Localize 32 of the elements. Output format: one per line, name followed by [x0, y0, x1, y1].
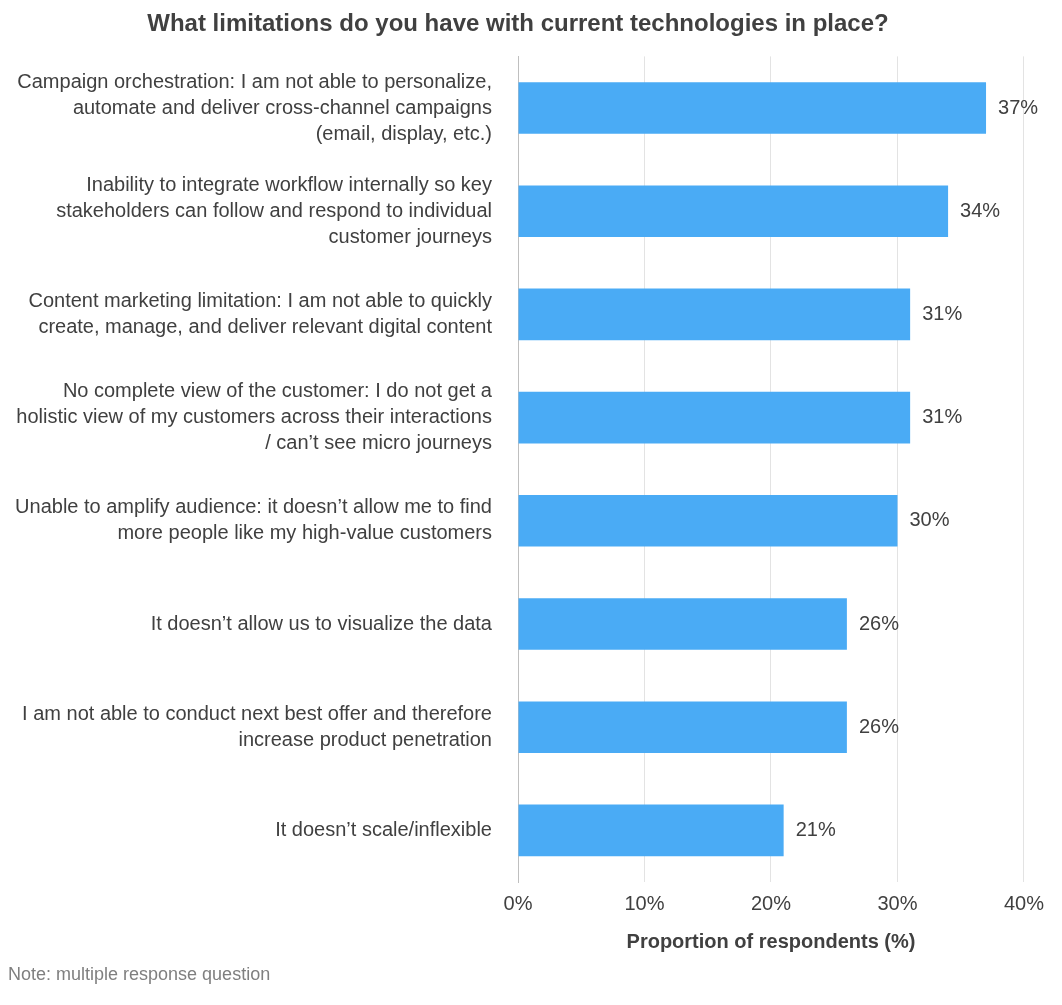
bar [518, 701, 847, 753]
text: Note: multiple response question [8, 964, 272, 985]
bar [518, 804, 784, 857]
x-tick-label: 30% [877, 891, 918, 914]
x-tick-label: 20% [750, 891, 792, 914]
data-label: 31% [922, 405, 963, 428]
y-tick-label: I am not able to conduct next best offer and therefore increase product penetration [22, 701, 492, 750]
data-label: 30% [909, 508, 950, 531]
y-tick-label: No complete view of the customer: I do not get a holistic view of my customers across their interactions / can’t see micro journeys [16, 379, 493, 454]
y-tick-label: Campaign orchestration: I am not able to personalize, automate and deliver cross-channel campaigns (email, display, etc.) [17, 69, 492, 144]
y-tick-label: It doesn’t allow us to visualize the data [150, 611, 493, 634]
chart-title: What limitations do you have with current technologies in place? [147, 8, 889, 36]
x-tick-label: 0% [503, 891, 533, 914]
data-label: 21% [795, 817, 836, 840]
bar [518, 288, 911, 341]
data-label: 37% [998, 95, 1039, 118]
bar [518, 82, 987, 134]
bar [518, 391, 911, 444]
y-tick-label: Inability to integrate workflow internally so key stakeholders can follow and respond to individual customer journeys [56, 172, 492, 247]
x-tick-label: 10% [624, 891, 665, 914]
x-axis-title: Proportion of respondents (%) [626, 929, 916, 952]
data-label: 31% [922, 301, 963, 324]
bar [518, 598, 847, 650]
bar [518, 495, 898, 547]
y-tick-label: It doesn’t scale/inflexible [275, 817, 492, 840]
data-label: 34% [960, 198, 1001, 221]
y-tick-label: Unable to amplify audience: it doesn’t allow me to find more people like my high-value customers [15, 495, 492, 544]
x-tick-label: 40% [1003, 891, 1045, 914]
data-label: 26% [858, 611, 900, 634]
bar [518, 185, 949, 237]
data-label: 26% [858, 714, 900, 737]
y-tick-label: Content marketing limitation: I am not able to quickly create, manage, and deliver relevant digital content [28, 288, 493, 337]
